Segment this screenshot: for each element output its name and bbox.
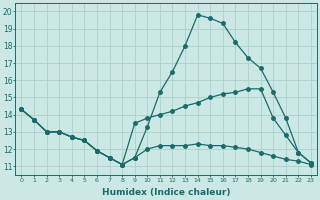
X-axis label: Humidex (Indice chaleur): Humidex (Indice chaleur): [102, 188, 230, 197]
